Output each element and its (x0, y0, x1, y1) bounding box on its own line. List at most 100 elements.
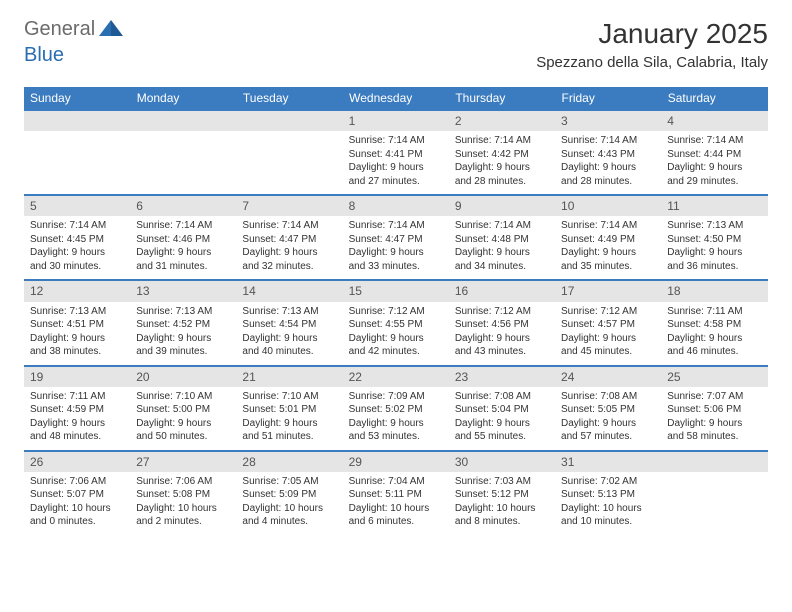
day-number-row: 1234 (24, 110, 768, 131)
daylight-text-line2: and 2 minutes. (136, 515, 230, 529)
day-number-cell: 23 (449, 366, 555, 387)
day-number-cell: 29 (343, 451, 449, 472)
daylight-text-line1: Daylight: 9 hours (667, 417, 761, 431)
day-detail-cell: Sunrise: 7:08 AMSunset: 5:04 PMDaylight:… (449, 387, 555, 451)
day-detail-cell: Sunrise: 7:05 AMSunset: 5:09 PMDaylight:… (236, 472, 342, 536)
day-detail-row: Sunrise: 7:14 AMSunset: 4:41 PMDaylight:… (24, 131, 768, 195)
daylight-text-line1: Daylight: 10 hours (561, 502, 655, 516)
day-detail-cell: Sunrise: 7:03 AMSunset: 5:12 PMDaylight:… (449, 472, 555, 536)
sunrise-text: Sunrise: 7:07 AM (667, 390, 761, 404)
weekday-header: Friday (555, 87, 661, 110)
sunset-text: Sunset: 5:07 PM (30, 488, 124, 502)
daylight-text-line2: and 35 minutes. (561, 260, 655, 274)
daylight-text-line2: and 10 minutes. (561, 515, 655, 529)
sunrise-text: Sunrise: 7:10 AM (136, 390, 230, 404)
weekday-header: Sunday (24, 87, 130, 110)
sunset-text: Sunset: 4:58 PM (667, 318, 761, 332)
daylight-text-line1: Daylight: 9 hours (349, 332, 443, 346)
daylight-text-line2: and 39 minutes. (136, 345, 230, 359)
day-detail-cell: Sunrise: 7:10 AMSunset: 5:01 PMDaylight:… (236, 387, 342, 451)
logo-text-blue: Blue (24, 44, 64, 66)
sunset-text: Sunset: 4:46 PM (136, 233, 230, 247)
daylight-text-line2: and 40 minutes. (242, 345, 336, 359)
day-detail-cell: Sunrise: 7:12 AMSunset: 4:57 PMDaylight:… (555, 302, 661, 366)
sunset-text: Sunset: 5:05 PM (561, 403, 655, 417)
day-number-cell: 17 (555, 280, 661, 301)
sunset-text: Sunset: 4:50 PM (667, 233, 761, 247)
day-detail-cell: Sunrise: 7:06 AMSunset: 5:07 PMDaylight:… (24, 472, 130, 536)
logo-text-general: General (24, 18, 95, 41)
day-number-cell: 10 (555, 195, 661, 216)
daylight-text-line2: and 31 minutes. (136, 260, 230, 274)
daylight-text-line2: and 43 minutes. (455, 345, 549, 359)
sunrise-text: Sunrise: 7:14 AM (349, 219, 443, 233)
month-title: January 2025 (536, 18, 768, 50)
day-number-cell: 21 (236, 366, 342, 387)
day-number-cell (130, 110, 236, 131)
daylight-text-line1: Daylight: 9 hours (455, 332, 549, 346)
sunset-text: Sunset: 4:48 PM (455, 233, 549, 247)
sunset-text: Sunset: 4:47 PM (242, 233, 336, 247)
sunrise-text: Sunrise: 7:03 AM (455, 475, 549, 489)
daylight-text-line2: and 4 minutes. (242, 515, 336, 529)
daylight-text-line1: Daylight: 9 hours (30, 332, 124, 346)
day-detail-cell: Sunrise: 7:08 AMSunset: 5:05 PMDaylight:… (555, 387, 661, 451)
sunrise-text: Sunrise: 7:10 AM (242, 390, 336, 404)
sunset-text: Sunset: 5:02 PM (349, 403, 443, 417)
day-number-cell: 31 (555, 451, 661, 472)
daylight-text-line2: and 38 minutes. (30, 345, 124, 359)
sunset-text: Sunset: 4:42 PM (455, 148, 549, 162)
sunrise-text: Sunrise: 7:06 AM (136, 475, 230, 489)
daylight-text-line2: and 29 minutes. (667, 175, 761, 189)
day-number-cell (24, 110, 130, 131)
daylight-text-line1: Daylight: 10 hours (242, 502, 336, 516)
daylight-text-line1: Daylight: 9 hours (242, 246, 336, 260)
sunset-text: Sunset: 4:54 PM (242, 318, 336, 332)
day-number-cell: 27 (130, 451, 236, 472)
sunset-text: Sunset: 5:09 PM (242, 488, 336, 502)
daylight-text-line1: Daylight: 10 hours (136, 502, 230, 516)
sunrise-text: Sunrise: 7:05 AM (242, 475, 336, 489)
daylight-text-line2: and 50 minutes. (136, 430, 230, 444)
day-number-cell: 25 (661, 366, 767, 387)
day-number-cell: 20 (130, 366, 236, 387)
daylight-text-line1: Daylight: 9 hours (455, 417, 549, 431)
weekday-header: Monday (130, 87, 236, 110)
sunset-text: Sunset: 5:08 PM (136, 488, 230, 502)
daylight-text-line1: Daylight: 9 hours (30, 417, 124, 431)
day-detail-cell: Sunrise: 7:11 AMSunset: 4:59 PMDaylight:… (24, 387, 130, 451)
day-detail-cell: Sunrise: 7:12 AMSunset: 4:55 PMDaylight:… (343, 302, 449, 366)
daylight-text-line1: Daylight: 9 hours (561, 332, 655, 346)
header: General January 2025 Spezzano della Sila… (0, 0, 792, 79)
sunset-text: Sunset: 5:00 PM (136, 403, 230, 417)
weekday-header: Wednesday (343, 87, 449, 110)
daylight-text-line2: and 46 minutes. (667, 345, 761, 359)
daylight-text-line2: and 27 minutes. (349, 175, 443, 189)
day-detail-cell (236, 131, 342, 195)
daylight-text-line1: Daylight: 9 hours (136, 246, 230, 260)
day-detail-cell: Sunrise: 7:14 AMSunset: 4:43 PMDaylight:… (555, 131, 661, 195)
day-number-row: 567891011 (24, 195, 768, 216)
daylight-text-line2: and 36 minutes. (667, 260, 761, 274)
day-number-cell: 11 (661, 195, 767, 216)
day-number-cell (661, 451, 767, 472)
daylight-text-line1: Daylight: 9 hours (667, 161, 761, 175)
sunrise-text: Sunrise: 7:14 AM (136, 219, 230, 233)
daylight-text-line1: Daylight: 9 hours (561, 161, 655, 175)
sunrise-text: Sunrise: 7:14 AM (455, 219, 549, 233)
daylight-text-line2: and 30 minutes. (30, 260, 124, 274)
daylight-text-line2: and 8 minutes. (455, 515, 549, 529)
day-detail-cell: Sunrise: 7:14 AMSunset: 4:44 PMDaylight:… (661, 131, 767, 195)
day-number-cell: 16 (449, 280, 555, 301)
daylight-text-line2: and 58 minutes. (667, 430, 761, 444)
day-detail-row: Sunrise: 7:11 AMSunset: 4:59 PMDaylight:… (24, 387, 768, 451)
daylight-text-line1: Daylight: 9 hours (455, 161, 549, 175)
weekday-header: Tuesday (236, 87, 342, 110)
sunrise-text: Sunrise: 7:14 AM (242, 219, 336, 233)
daylight-text-line1: Daylight: 9 hours (561, 246, 655, 260)
sunset-text: Sunset: 5:04 PM (455, 403, 549, 417)
daylight-text-line2: and 6 minutes. (349, 515, 443, 529)
day-number-cell: 22 (343, 366, 449, 387)
day-detail-cell (661, 472, 767, 536)
sunrise-text: Sunrise: 7:08 AM (561, 390, 655, 404)
